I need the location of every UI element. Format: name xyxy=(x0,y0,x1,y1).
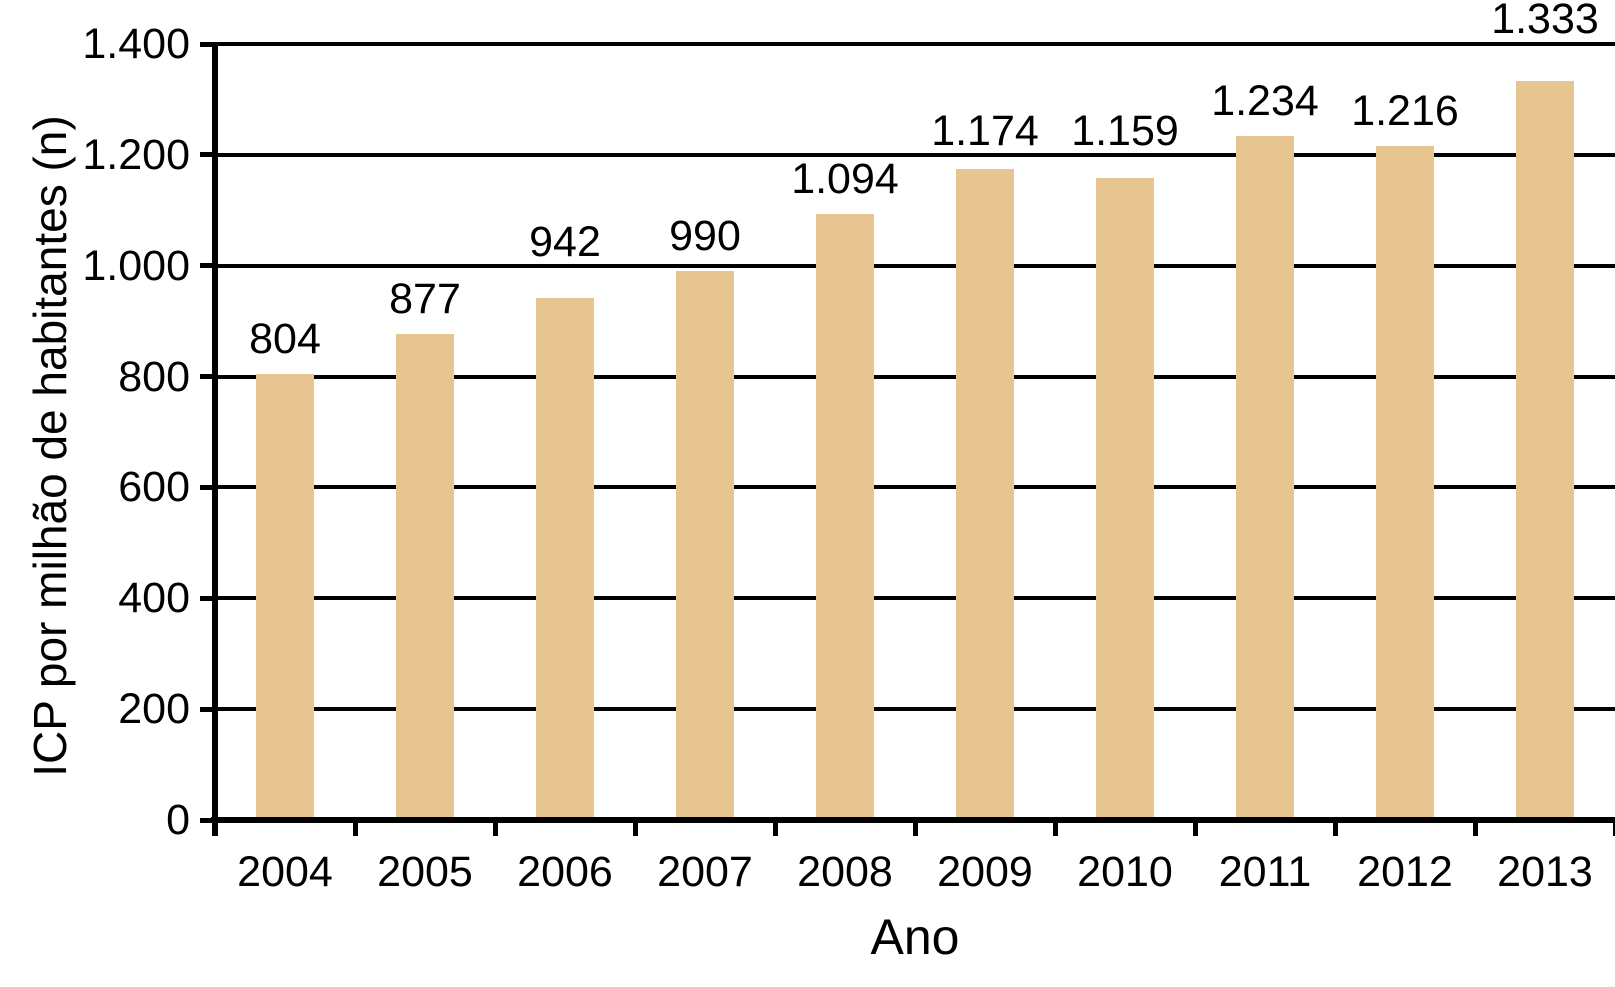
gridline-600 xyxy=(215,485,1615,490)
bar-2010 xyxy=(1096,177,1154,820)
gridline-200 xyxy=(215,707,1615,712)
y-tick-label-1400: 1.400 xyxy=(82,20,190,68)
bar-2013 xyxy=(1516,81,1574,820)
x-tick-mark-4 xyxy=(772,820,778,836)
bar-value-label-2011: 1.234 xyxy=(1211,77,1319,126)
x-axis-tick-labels: 2004 2005 2006 2007 2008 2009 2010 2011 2012 2013 xyxy=(215,848,1615,900)
bar-value-label-2009: 1.174 xyxy=(931,106,1039,155)
x-tick-mark-2 xyxy=(492,820,498,836)
x-axis-title: Ano xyxy=(870,909,960,965)
x-tick-mark-8 xyxy=(1332,820,1338,836)
plot-area: 804 877 942 990 1.094 1.174 1.159 1.234 1.216 1.3… xyxy=(215,0,1615,820)
x-tick-label-2004: 2004 xyxy=(237,848,333,896)
gridline-1200 xyxy=(215,152,1615,157)
x-tick-label-2007: 2007 xyxy=(657,848,753,896)
x-tick-label-2013: 2013 xyxy=(1497,848,1593,896)
x-tick-mark-6 xyxy=(1052,820,1058,836)
x-tick-label-2010: 2010 xyxy=(1077,848,1173,896)
gridline-1000 xyxy=(215,263,1615,268)
bar-2012 xyxy=(1376,146,1434,820)
bar-value-label-2004: 804 xyxy=(249,315,321,364)
bar-value-label-2013: 1.333 xyxy=(1491,0,1599,43)
y-tick-mark-400 xyxy=(200,595,213,601)
y-tick-label-600: 600 xyxy=(118,463,190,512)
y-tick-label-400: 400 xyxy=(118,574,190,623)
x-tick-label-2011: 2011 xyxy=(1218,848,1312,896)
y-tick-mark-200 xyxy=(200,706,213,712)
x-tick-label-2005: 2005 xyxy=(377,848,473,896)
gridline-1400 xyxy=(215,42,1615,46)
y-tick-label-1200: 1.200 xyxy=(82,130,190,179)
bar-value-label-2005: 877 xyxy=(389,274,461,323)
x-tick-mark-3 xyxy=(632,820,638,836)
bar-value-label-2006: 942 xyxy=(529,217,601,266)
bar-value-label-2007: 990 xyxy=(669,212,741,261)
bar-2009 xyxy=(956,169,1014,820)
y-tick-label-0: 0 xyxy=(166,796,190,844)
y-tick-label-1000: 1.000 xyxy=(82,241,190,290)
bar-value-label-2010: 1.159 xyxy=(1071,106,1179,155)
x-tick-mark-9 xyxy=(1472,820,1478,836)
gridline-800 xyxy=(215,374,1615,379)
y-tick-mark-1200 xyxy=(200,152,213,158)
y-axis-line xyxy=(212,42,218,836)
x-tick-mark-0 xyxy=(212,820,218,836)
y-tick-mark-800 xyxy=(200,374,213,380)
bar-value-label-2008: 1.094 xyxy=(791,154,899,203)
bar-value-label-2012: 1.216 xyxy=(1351,87,1459,135)
bar-2005 xyxy=(396,333,454,820)
y-tick-mark-1400 xyxy=(200,41,213,47)
y-tick-mark-1000 xyxy=(200,263,213,269)
x-tick-label-2006: 2006 xyxy=(517,848,613,896)
y-tick-label-800: 800 xyxy=(118,352,190,401)
bar-2011 xyxy=(1236,136,1294,820)
x-tick-mark-5 xyxy=(912,820,918,836)
bar-2007 xyxy=(676,271,734,820)
bar-2008 xyxy=(816,213,874,820)
gridline-400 xyxy=(215,596,1615,601)
x-tick-label-2009: 2009 xyxy=(937,848,1033,896)
y-tick-mark-600 xyxy=(200,484,213,490)
bar-2004 xyxy=(256,374,314,820)
bar-2006 xyxy=(536,297,594,820)
y-tick-label-200: 200 xyxy=(118,685,190,734)
y-tick-mark-0 xyxy=(200,817,213,823)
x-tick-label-2012: 2012 xyxy=(1357,848,1453,896)
x-tick-mark-10 xyxy=(1612,820,1615,836)
x-tick-label-2008: 2008 xyxy=(797,848,893,896)
x-tick-mark-7 xyxy=(1192,820,1198,836)
y-axis-tick-labels: 0 200 400 600 800 1.000 1.200 1.400 xyxy=(0,22,190,842)
x-tick-mark-1 xyxy=(352,820,358,836)
